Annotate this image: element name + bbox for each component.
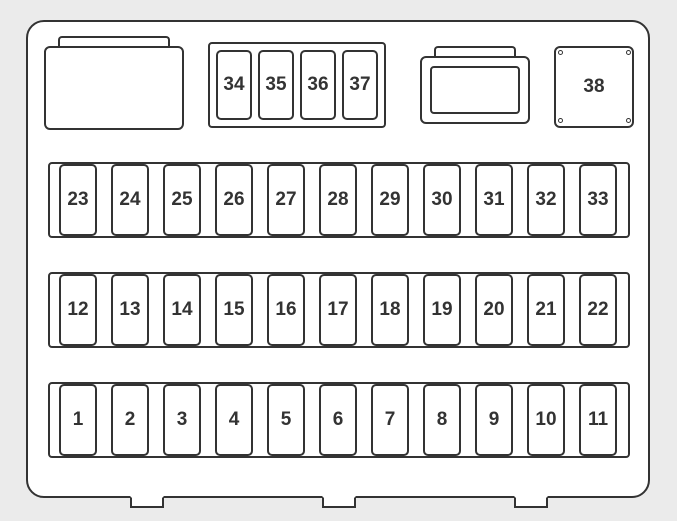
fuse-27: 27 (267, 164, 305, 236)
fuse-38-screw-3 (558, 118, 563, 123)
panel-mount-tab-3 (514, 496, 548, 508)
fuse-23: 23 (59, 164, 97, 236)
fuse-2: 2 (111, 384, 149, 456)
fuse-9: 9 (475, 384, 513, 456)
fuse-6: 6 (319, 384, 357, 456)
fuse-37: 37 (342, 50, 378, 120)
fuse-4: 4 (215, 384, 253, 456)
fuse-31: 31 (475, 164, 513, 236)
fuse-14: 14 (163, 274, 201, 346)
fuse-38-screw-4 (626, 118, 631, 123)
fuse-19: 19 (423, 274, 461, 346)
fuse-15: 15 (215, 274, 253, 346)
fuse-29: 29 (371, 164, 409, 236)
panel-mount-tab-2 (322, 496, 356, 508)
fuse-22: 22 (579, 274, 617, 346)
panel-mount-tab-1 (130, 496, 164, 508)
fuse-33: 33 (579, 164, 617, 236)
fuse-12: 12 (59, 274, 97, 346)
fuse-5: 5 (267, 384, 305, 456)
fuse-24: 24 (111, 164, 149, 236)
fuse-38-screw-1 (558, 50, 563, 55)
relay-left (44, 46, 184, 130)
fuse-11: 11 (579, 384, 617, 456)
fuse-18: 18 (371, 274, 409, 346)
fuse-17: 17 (319, 274, 357, 346)
fuse-1: 1 (59, 384, 97, 456)
fuse-13: 13 (111, 274, 149, 346)
fuse-3: 3 (163, 384, 201, 456)
fuse-38: 38 (554, 46, 634, 128)
fuse-30: 30 (423, 164, 461, 236)
fuse-25: 25 (163, 164, 201, 236)
fuse-10: 10 (527, 384, 565, 456)
fuse-7: 7 (371, 384, 409, 456)
fuse-20: 20 (475, 274, 513, 346)
fuse-38-screw-2 (626, 50, 631, 55)
fuse-26: 26 (215, 164, 253, 236)
fuse-32: 32 (527, 164, 565, 236)
fuse-36: 36 (300, 50, 336, 120)
fuse-21: 21 (527, 274, 565, 346)
fuse-8: 8 (423, 384, 461, 456)
fuse-35: 35 (258, 50, 294, 120)
fuse-16: 16 (267, 274, 305, 346)
fuse-28: 28 (319, 164, 357, 236)
relay-right-inner (430, 66, 520, 114)
fuse-34: 34 (216, 50, 252, 120)
